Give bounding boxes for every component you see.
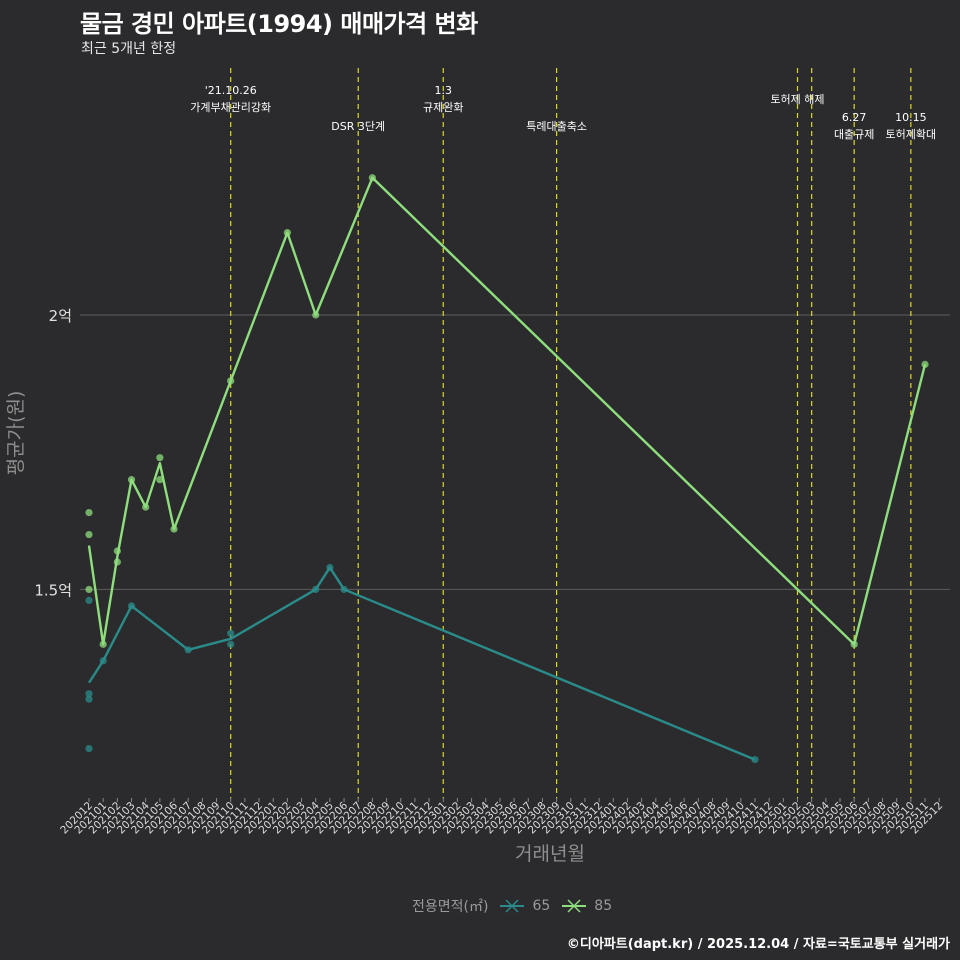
y-tick-label: 1.5억 (34, 581, 72, 599)
event-label: 규제완화 (423, 101, 463, 114)
legend: 전용면적(㎡) 65 85 (412, 896, 612, 916)
event-label: 토허제확대 (886, 128, 937, 141)
data-point-65 (227, 629, 235, 637)
event-label: 특례대출축소 (526, 120, 587, 133)
event-label: DSR 3단계 (331, 120, 385, 133)
y-tick-label: 2억 (49, 307, 72, 325)
data-point-65 (85, 596, 93, 605)
chart-subtitle: 최근 5개년 한정 (81, 41, 177, 57)
data-point-85 (170, 525, 178, 533)
event-label: 가계부채관리강화 (190, 101, 271, 114)
data-point-85 (227, 377, 235, 385)
data-point-85 (368, 174, 376, 182)
data-point-85 (113, 547, 121, 555)
data-point-65 (184, 646, 192, 654)
event-label: 토허제 해제 (770, 92, 824, 106)
data-point-65 (326, 563, 334, 572)
legend-label-65: 65 (532, 898, 551, 914)
series-line-65 (87, 566, 756, 761)
data-point-65 (340, 585, 348, 594)
data-point-85 (312, 311, 320, 319)
legend-key-65-icon (500, 899, 525, 913)
data-point-85 (156, 454, 164, 462)
legend-title: 전용면적(㎡) (412, 899, 489, 915)
y-axis-title: 평균가(원) (5, 391, 27, 476)
data-point-85 (127, 476, 136, 484)
source-footer: ©디아파트(dapt.kr) / 2025.12.04 / 자료=국토교통부 실… (566, 937, 950, 952)
data-point-85 (113, 558, 121, 566)
data-point-65 (127, 602, 136, 610)
legend-label-85: 85 (594, 898, 613, 914)
event-label: 10.15 (895, 111, 927, 124)
data-point-85 (99, 640, 107, 648)
legend-key-85-icon (562, 899, 587, 913)
chart-title: 물금 경민 아파트(1994) 매매가격 변화 (80, 10, 478, 38)
data-point-85 (142, 503, 150, 511)
event-label: 6.27 (842, 111, 867, 124)
event-label: '21.10.26 (205, 84, 257, 97)
data-point-65 (85, 695, 93, 703)
series-line-85 (87, 176, 927, 646)
data-point-65 (227, 640, 235, 648)
event-label: 1.3 (435, 84, 453, 97)
data-point-65 (312, 585, 320, 594)
data-point-65 (85, 690, 93, 698)
x-axis-title: 거래년월 (515, 843, 585, 865)
data-point-85 (85, 530, 93, 539)
data-point-85 (921, 360, 929, 368)
data-point-65 (751, 755, 759, 764)
data-point-65 (99, 657, 107, 665)
data-point-85 (156, 476, 164, 484)
data-point-85 (283, 229, 291, 237)
data-point-85 (85, 508, 93, 517)
event-label: 대출규제 (834, 128, 874, 141)
legend-item-65: 65 (498, 896, 550, 916)
data-point-85 (850, 640, 858, 648)
data-point-85 (85, 585, 93, 594)
data-point-65 (85, 745, 93, 753)
legend-item-85: 85 (560, 896, 612, 916)
